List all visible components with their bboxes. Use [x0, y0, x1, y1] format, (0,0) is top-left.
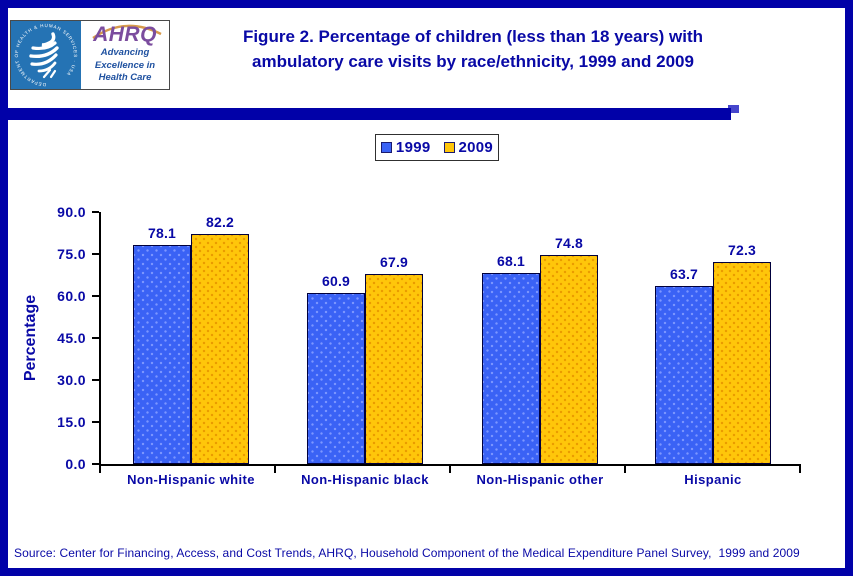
- hhs-ahrq-logo: DEPARTMENT OF HEALTH & HUMAN SERVICES · …: [10, 20, 170, 90]
- y-tick-15.0: [92, 421, 99, 423]
- y-tick-label-30.0: 30.0: [57, 372, 86, 388]
- x-tick-1: [274, 466, 276, 473]
- x-tick-4: [799, 466, 801, 473]
- bar-1999-non-hispanic-black: [307, 293, 365, 464]
- y-tick-30.0: [92, 379, 99, 381]
- ahrq-tagline-3: Health Care: [98, 72, 152, 83]
- chart-legend: 1999 2009: [375, 134, 499, 161]
- category-label-non-hispanic-white: Non-Hispanic white: [127, 472, 255, 487]
- y-tick-45.0: [92, 337, 99, 339]
- y-tick-label-45.0: 45.0: [57, 330, 86, 346]
- value-label-1999-non-hispanic-white: 78.1: [147, 225, 177, 242]
- value-label-2009-non-hispanic-white: 82.2: [205, 213, 235, 230]
- y-tick-label-75.0: 75.0: [57, 246, 86, 262]
- figure-title-line2: ambulatory care visits by race/ethnicity…: [252, 52, 694, 71]
- bar-2009-non-hispanic-black: [365, 273, 423, 464]
- legend-item-2009: 2009: [443, 139, 494, 156]
- value-label-1999-non-hispanic-other: 68.1: [496, 253, 526, 270]
- x-tick-0: [99, 466, 101, 473]
- ahrq-tagline-1: Advancing: [100, 47, 150, 58]
- hhs-eagle-icon: DEPARTMENT OF HEALTH & HUMAN SERVICES · …: [14, 23, 77, 87]
- bar-1999-non-hispanic-white: [133, 245, 191, 464]
- figure-title-line1: Figure 2. Percentage of children (less t…: [242, 27, 704, 46]
- hhs-seal: DEPARTMENT OF HEALTH & HUMAN SERVICES · …: [11, 21, 81, 89]
- figure-title: Figure 2. Percentage of children (less t…: [178, 24, 768, 74]
- category-label-non-hispanic-other: Non-Hispanic other: [476, 472, 604, 487]
- category-label-hispanic: Hispanic: [684, 472, 742, 487]
- y-tick-label-60.0: 60.0: [57, 288, 86, 304]
- figure-canvas: DEPARTMENT OF HEALTH & HUMAN SERVICES · …: [8, 8, 845, 568]
- y-axis-line: [99, 212, 101, 465]
- bar-2009-hispanic: [713, 261, 771, 464]
- ahrq-logo-panel: AHRQ Advancing Excellence in Health Care: [81, 21, 169, 89]
- value-label-2009-hispanic: 72.3: [727, 241, 757, 258]
- value-label-1999-hispanic: 63.7: [669, 265, 699, 282]
- y-tick-75.0: [92, 253, 99, 255]
- y-axis-title: Percentage: [22, 294, 39, 382]
- legend-item-1999: 1999: [380, 139, 431, 156]
- x-tick-3: [624, 466, 626, 473]
- value-label-2009-non-hispanic-other: 74.8: [554, 234, 584, 251]
- legend-swatch-1999: [380, 142, 392, 153]
- header-divider-bar: [8, 108, 731, 120]
- legend-label-2009: 2009: [458, 139, 494, 156]
- header-divider-cap: [728, 105, 739, 113]
- y-tick-90.0: [92, 211, 99, 214]
- x-axis-line: [99, 464, 801, 466]
- bar-2009-non-hispanic-other: [540, 254, 598, 464]
- y-tick-label-90.0: 90.0: [57, 204, 86, 220]
- y-tick-60.0: [92, 295, 99, 297]
- y-tick-label-15.0: 15.0: [57, 414, 86, 430]
- bar-1999-hispanic: [655, 285, 713, 464]
- value-label-1999-non-hispanic-black: 60.9: [321, 273, 351, 290]
- ahrq-tagline-2: Excellence in: [94, 59, 156, 71]
- legend-swatch-2009: [443, 142, 455, 153]
- ahrq-arc-icon: [92, 24, 162, 39]
- source-note: Source: Center for Financing, Access, an…: [14, 546, 800, 560]
- y-tick-label-0.0: 0.0: [65, 456, 86, 472]
- x-tick-2: [449, 466, 451, 473]
- value-label-2009-non-hispanic-black: 67.9: [379, 253, 409, 270]
- bar-1999-non-hispanic-other: [482, 273, 540, 464]
- ahrq-acronym: AHRQ: [93, 23, 157, 46]
- y-tick-0.0: [92, 463, 99, 465]
- legend-label-1999: 1999: [395, 139, 431, 156]
- plot-area: 0.0 15.0 30.0 45.0 60.0 75.0 90.0 78.1 82.2 Non-H…: [57, 204, 801, 487]
- category-label-non-hispanic-black: Non-Hispanic black: [301, 472, 429, 487]
- bar-2009-non-hispanic-white: [191, 233, 249, 464]
